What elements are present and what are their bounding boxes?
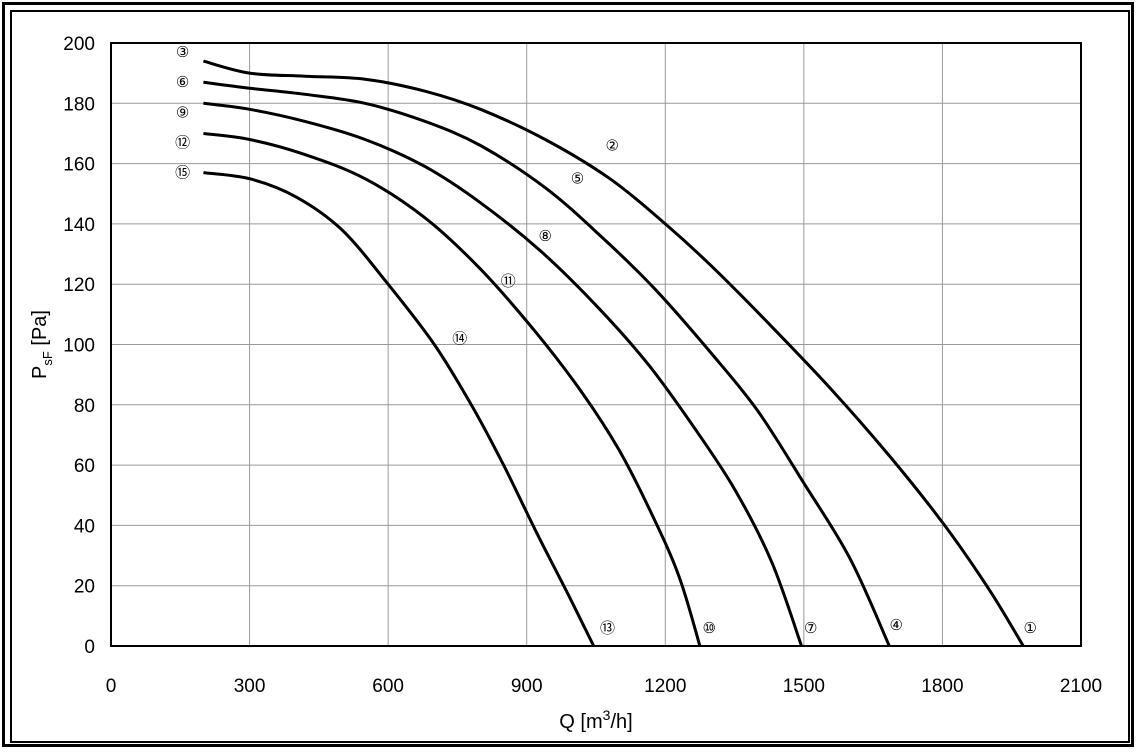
curve-marker-label: ① [1023, 619, 1036, 637]
curve-marker-label: ⑤ [571, 170, 584, 188]
curve-marker-label: ⑥ [176, 73, 189, 91]
y-tick-label: 120 [63, 275, 95, 296]
x-tick-label: 600 [372, 676, 404, 697]
x-axis-label: Q [m3/h] [559, 707, 632, 733]
x-tick-label: 2100 [1060, 676, 1102, 697]
y-axis-label: PsF [Pa] [29, 310, 55, 379]
fan-curve-1 [203, 59, 1025, 647]
curves [203, 59, 1025, 647]
curve-marker-label: ⑨ [176, 103, 189, 121]
x-tick-label: 1800 [921, 676, 963, 697]
y-tick-label: 80 [74, 396, 95, 417]
y-tick-label: 40 [74, 516, 95, 537]
plot-area-border [110, 42, 1082, 647]
fan-curve-5 [203, 171, 596, 647]
y-tick-label: 140 [63, 215, 95, 236]
curve-marker-label: ② [605, 137, 618, 155]
curve-marker-label: ⑬ [600, 619, 615, 637]
x-tick-label: 0 [106, 676, 117, 697]
x-axis-ticks: 0 300 600 900 1200 1500 1800 2100 [106, 676, 1102, 697]
inner-frame [10, 10, 1130, 743]
curve-marker-label: ⑭ [452, 329, 467, 347]
curve-marker-label: ③ [176, 43, 189, 61]
curve-marker-label: ⑪ [501, 272, 516, 290]
curve-marker-label: ⑫ [175, 133, 190, 151]
curve-labels: ③ ② ① ⑥ ⑤ ④ ⑨ ⑧ ⑦ ⑫ ⑪ ⑩ ⑮ ⑭ ⑬ [175, 43, 1037, 637]
fan-curve-4 [203, 132, 702, 647]
x-tick-label: 900 [511, 676, 543, 697]
x-tick-label: 300 [234, 676, 266, 697]
curve-marker-label: ④ [890, 616, 903, 634]
y-tick-label: 180 [63, 94, 95, 115]
y-tick-label: 160 [63, 155, 95, 176]
y-tick-label: 200 [63, 34, 95, 55]
curve-marker-label: ⑧ [538, 227, 551, 245]
y-tick-label: 60 [74, 456, 95, 477]
y-tick-label: 0 [84, 637, 95, 658]
curve-marker-label: ⑦ [804, 619, 817, 637]
curve-marker-label: ⑩ [702, 619, 715, 637]
curve-marker-label: ⑮ [175, 164, 190, 182]
fan-curve-3 [203, 101, 803, 647]
x-tick-label: 1200 [644, 676, 686, 697]
fan-curve-2 [203, 80, 891, 647]
y-tick-label: 100 [63, 336, 95, 357]
y-tick-label: 20 [74, 577, 95, 598]
x-tick-label: 1500 [783, 676, 825, 697]
y-axis-ticks: 0 20 40 60 80 100 120 140 160 180 200 [63, 34, 95, 658]
grid [110, 42, 1082, 647]
